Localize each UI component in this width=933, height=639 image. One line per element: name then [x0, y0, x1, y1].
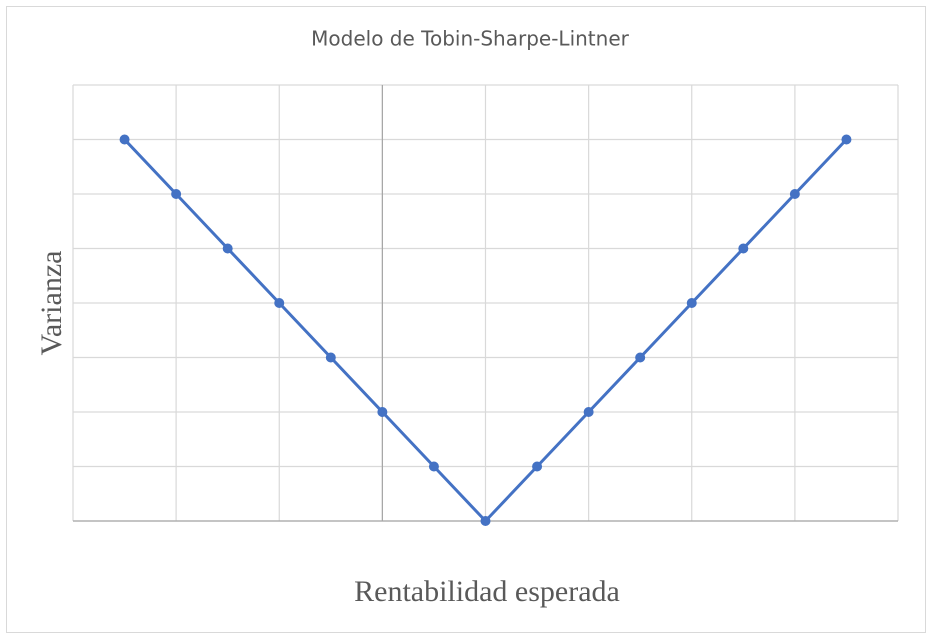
- marker: [686, 298, 697, 308]
- marker: [274, 298, 285, 308]
- marker: [532, 461, 543, 472]
- marker: [635, 352, 646, 363]
- marker: [789, 189, 800, 199]
- chart-border: [6, 6, 926, 633]
- chart-title: Modelo de Tobin-Sharpe-Lintner: [311, 27, 629, 51]
- marker: [583, 407, 594, 417]
- marker: [377, 407, 388, 417]
- marker: [480, 516, 491, 526]
- marker: [428, 461, 439, 472]
- marker: [841, 134, 852, 145]
- marker: [222, 243, 233, 254]
- marker: [738, 243, 749, 254]
- y-axis-title: Varianza: [35, 251, 68, 356]
- x-axis-title: Rentabilidad esperada: [354, 575, 620, 608]
- marker: [119, 134, 130, 145]
- marker: [325, 352, 336, 363]
- marker: [171, 189, 182, 199]
